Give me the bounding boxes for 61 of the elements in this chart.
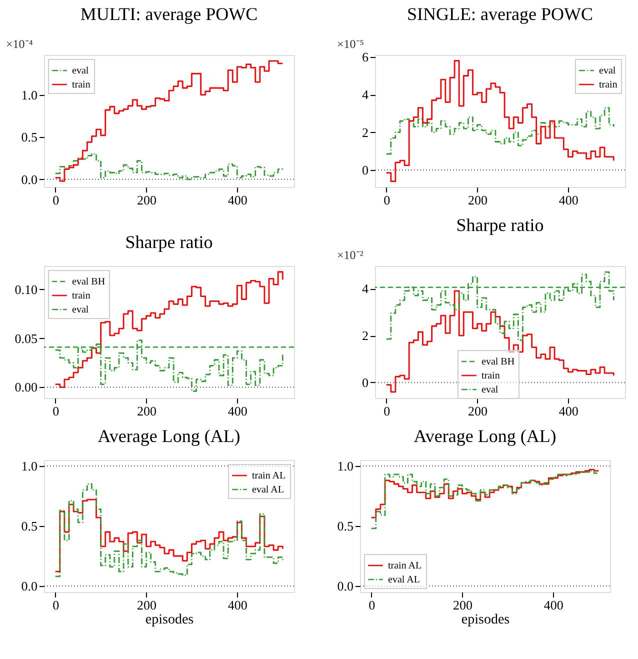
x-tick-label: 400 (558, 192, 578, 208)
chart-title: Sharpe ratio (125, 232, 213, 252)
legend-label: train (72, 290, 90, 302)
text: ×10⁻² (337, 248, 364, 262)
legend-label: eval (72, 66, 89, 76)
x-tick-label: 0 (52, 404, 60, 418)
x-tick-label: 0 (52, 598, 60, 612)
x-axis-title: episodes (461, 612, 510, 628)
legend-label: train (599, 80, 618, 90)
x-tick-label: 0 (384, 192, 390, 208)
x-tick-label: 200 (453, 598, 473, 612)
chart-title: Average Long (AL) (414, 426, 556, 446)
x-tick-label: 200 (468, 192, 488, 208)
y-tick-label: 6 (362, 49, 369, 64)
y-tick-label: 0.0 (337, 578, 354, 594)
legend-label: train (72, 80, 90, 90)
x-tick-label: 400 (228, 404, 248, 418)
y-tick-label: 0 (362, 375, 368, 390)
legend-label: eval AL (252, 484, 284, 496)
x-tick-label: 0 (52, 192, 60, 208)
x-tick-label: 400 (228, 192, 248, 208)
x-tick-label: 200 (468, 404, 488, 418)
text: ×10⁻⁴ (6, 37, 33, 51)
y-tick-label: 1.0 (21, 87, 38, 102)
y-tick-label: 0.05 (14, 330, 38, 346)
x-tick-label: 0 (384, 404, 390, 418)
y-tick-label: 0.10 (14, 282, 38, 297)
chart-title: SINGLE: average POWC (407, 4, 593, 24)
y-tick-label: 0.00 (14, 380, 38, 395)
legend-label: eval BH (482, 356, 515, 368)
chart-title: Average Long (AL) (98, 426, 240, 446)
legend-label: eval (72, 304, 89, 316)
y-tick-label: 4 (362, 87, 369, 102)
legend-label: eval (482, 384, 498, 396)
legend-label: train (482, 370, 500, 382)
text: ×10⁻⁵ (337, 37, 364, 51)
chart-title: Sharpe ratio (456, 215, 544, 235)
y-tick-label: 0.5 (21, 518, 38, 534)
x-tick-label: 200 (137, 404, 157, 418)
y-tick-label: 4 (362, 281, 369, 296)
legend-label: train AL (388, 560, 422, 572)
y-tick-label: 1.0 (337, 458, 354, 474)
y-tick-label: 0.0 (21, 172, 38, 187)
x-tick-label: 400 (228, 598, 248, 612)
y-tick-label: 0.5 (337, 518, 354, 534)
legend-label: eval (599, 66, 616, 76)
x-tick-label: 200 (137, 192, 157, 208)
x-tick-label: 400 (558, 404, 578, 418)
x-tick-label: 400 (544, 598, 564, 612)
y-tick-label: 2 (362, 124, 368, 140)
legend-label: eval AL (388, 574, 420, 586)
y-tick-label: 0.5 (21, 130, 38, 145)
y-tick-label: 0.0 (21, 578, 38, 594)
chart-title: MULTI: average POWC (80, 4, 258, 24)
y-tick-label: 2 (362, 328, 368, 344)
y-tick-label: 0 (362, 162, 368, 178)
y-tick-label: 1.0 (21, 458, 38, 474)
legend-label: eval BH (72, 276, 106, 288)
legend-label: train AL (252, 470, 286, 482)
x-axis-title: episodes (145, 612, 194, 628)
x-tick-label: 200 (137, 598, 157, 612)
